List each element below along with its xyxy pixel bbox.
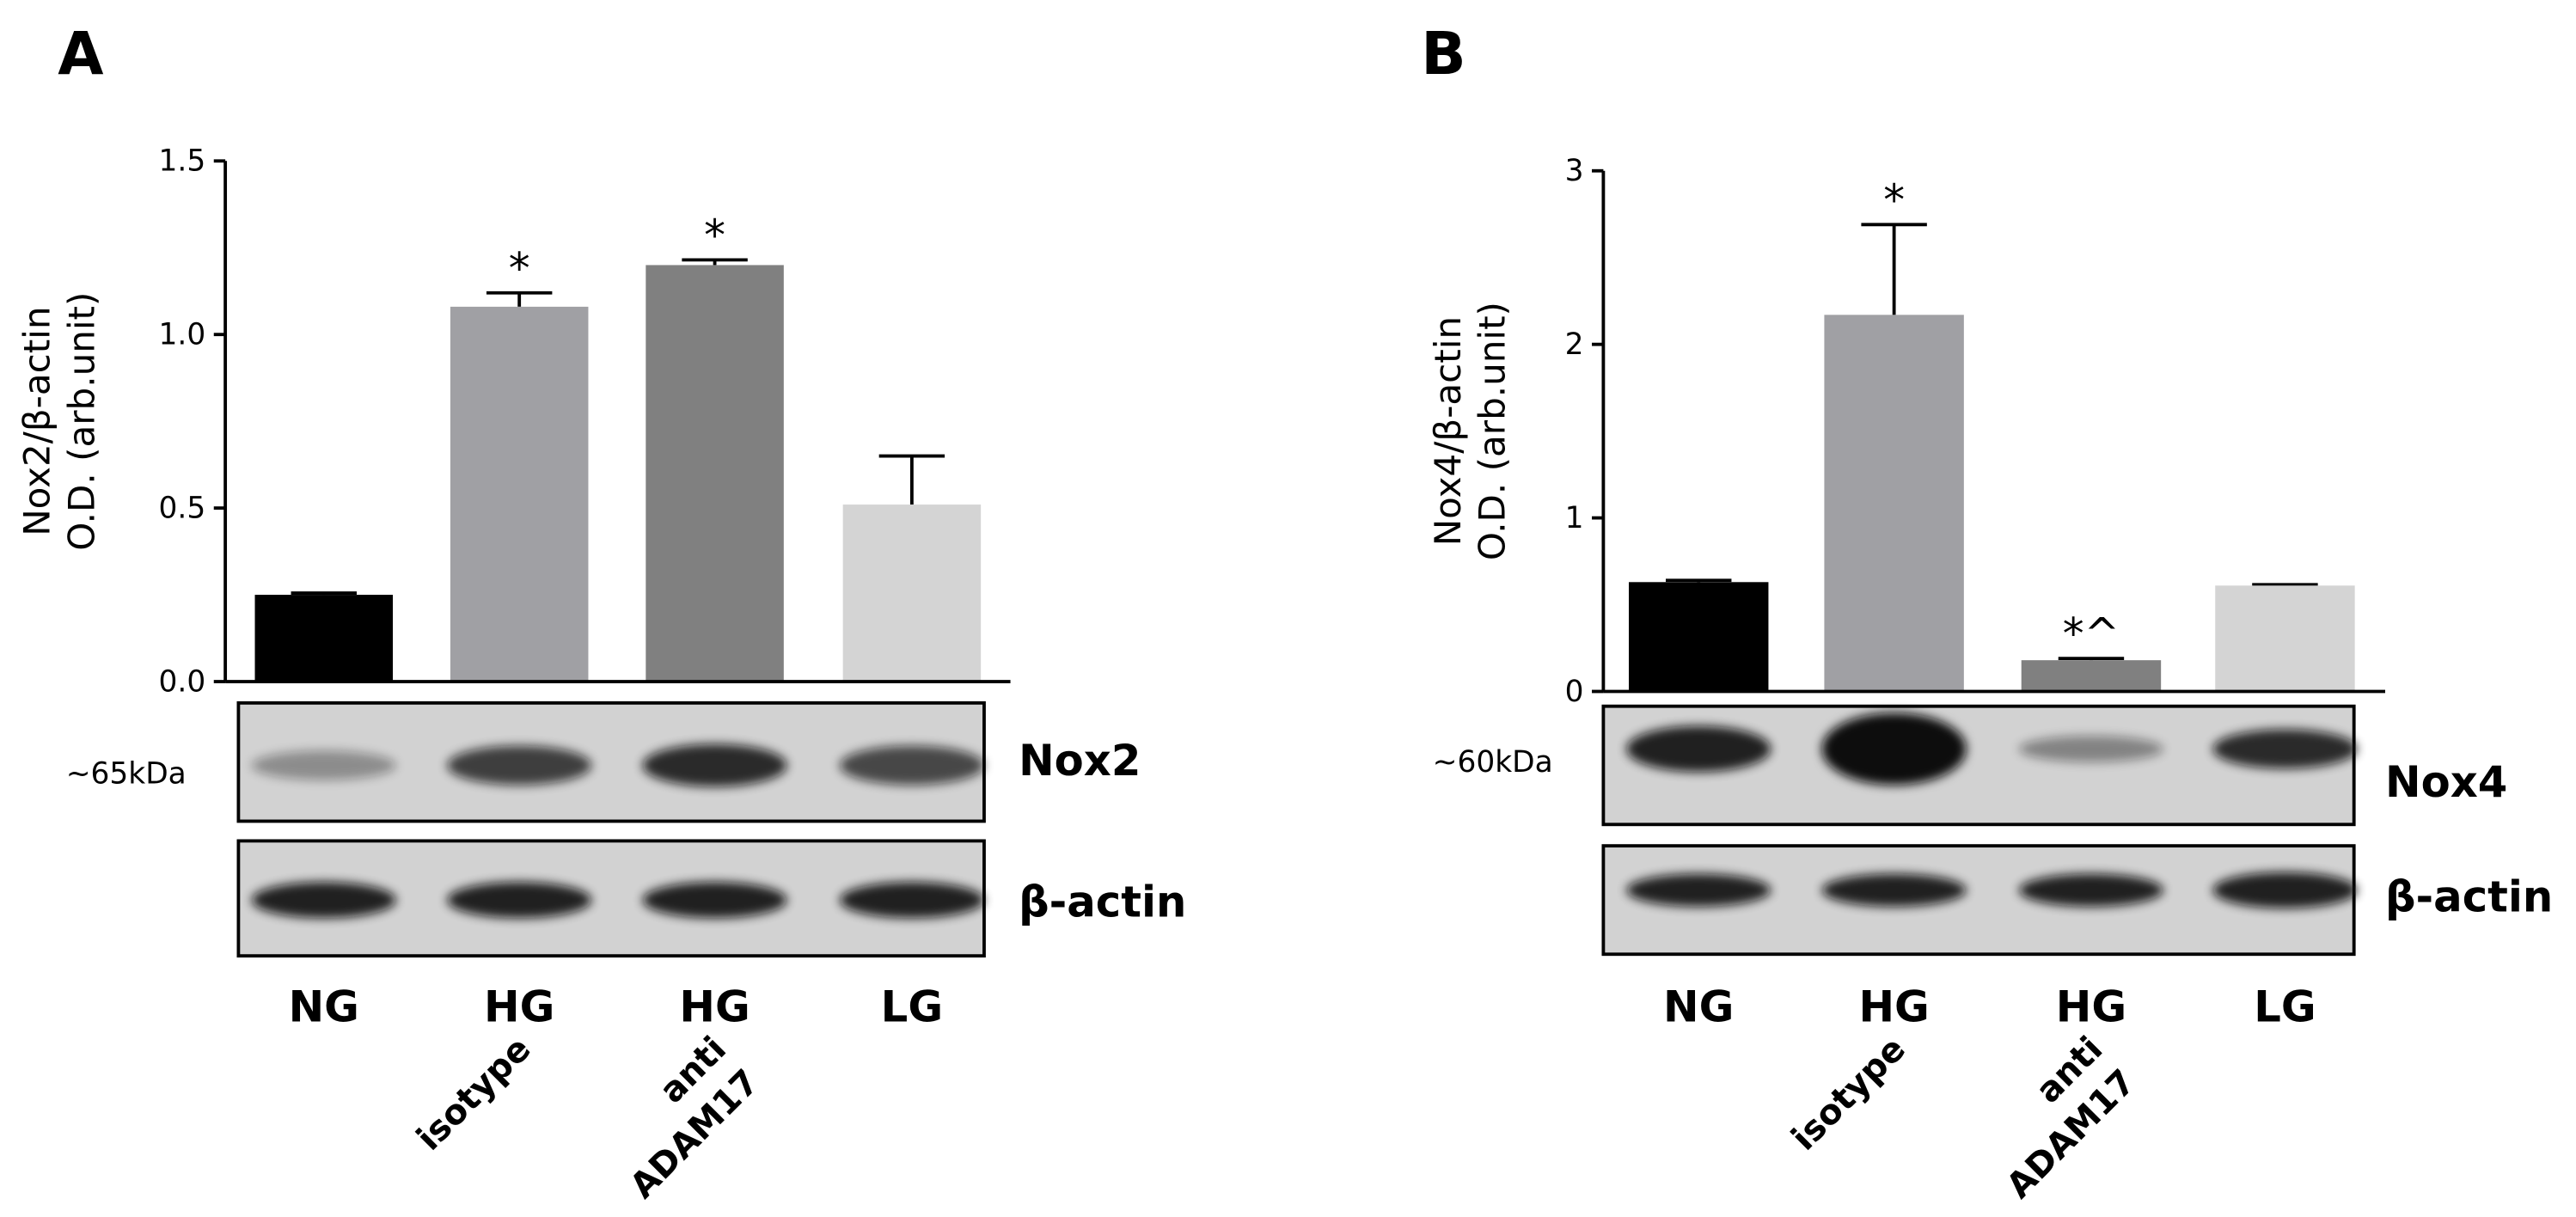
x-sub-label: isotype xyxy=(409,1030,538,1159)
blot-marker: ~65kDa xyxy=(66,757,187,792)
x-tick-label: HG xyxy=(679,982,750,1032)
blot-band xyxy=(1626,725,1771,773)
blot-band xyxy=(2018,873,2164,907)
blot-band xyxy=(251,882,396,919)
y-tick-label: 1.0 xyxy=(159,318,206,352)
y-tick-label: 1 xyxy=(1565,501,1584,535)
bar xyxy=(1629,582,1769,692)
blot-control: β-actin xyxy=(2385,872,2553,922)
y-tick-label: 2 xyxy=(1565,327,1584,362)
significance-label: * xyxy=(704,211,725,260)
blot-band xyxy=(447,882,592,919)
y-axis-label: Nox2/β-actin xyxy=(16,307,58,536)
blot-band xyxy=(447,745,592,786)
bar xyxy=(842,505,982,682)
blot-band xyxy=(1821,712,1967,786)
x-tick-label: HG xyxy=(1858,982,1929,1032)
blot-band xyxy=(1626,873,1771,907)
blot-control: β-actin xyxy=(1019,877,1186,927)
y-tick-label: 0 xyxy=(1565,675,1584,709)
y-axis-label: Nox4/β-actin xyxy=(1427,316,1469,546)
blot-band xyxy=(839,745,984,786)
y-tick-label: 0.0 xyxy=(159,665,206,700)
blot-marker: ~60kDa xyxy=(1433,745,1553,780)
significance-label: * xyxy=(1883,175,1905,225)
blot-target: Nox2 xyxy=(1019,736,1141,786)
x-tick-label: NG xyxy=(289,982,359,1032)
blot-band xyxy=(2018,736,2164,762)
x-tick-label: HG xyxy=(484,982,554,1032)
panel-letter: B xyxy=(1421,20,1465,89)
y-tick-label: 0.5 xyxy=(159,492,206,526)
x-sub-label: isotype xyxy=(1784,1030,1913,1159)
blot-band xyxy=(1821,873,1967,907)
blot-band xyxy=(642,882,787,919)
y-axis-label: O.D. (arb.unit) xyxy=(1472,302,1514,560)
blot-band xyxy=(251,750,396,780)
significance-label: * xyxy=(509,243,530,293)
x-tick-label: LG xyxy=(881,982,943,1032)
blot-target: Nox4 xyxy=(2385,757,2507,807)
x-tick-label: NG xyxy=(1663,982,1734,1032)
bar xyxy=(2215,585,2355,692)
panel-letter: A xyxy=(58,20,103,89)
bar xyxy=(2021,660,2162,692)
bar xyxy=(450,306,589,682)
y-tick-label: 1.5 xyxy=(159,144,206,179)
y-axis-label: O.D. (arb.unit) xyxy=(60,292,102,551)
blot-band xyxy=(2212,871,2358,908)
y-tick-label: 3 xyxy=(1565,154,1584,188)
blot-band xyxy=(642,743,787,787)
blot-band xyxy=(839,882,984,919)
bar xyxy=(646,265,784,682)
significance-label: *^ xyxy=(2063,609,2120,659)
bar xyxy=(1824,315,1964,692)
bar xyxy=(254,595,394,682)
x-tick-label: HG xyxy=(2056,982,2126,1032)
blot-band xyxy=(2212,729,2358,769)
x-tick-label: LG xyxy=(2254,982,2316,1032)
